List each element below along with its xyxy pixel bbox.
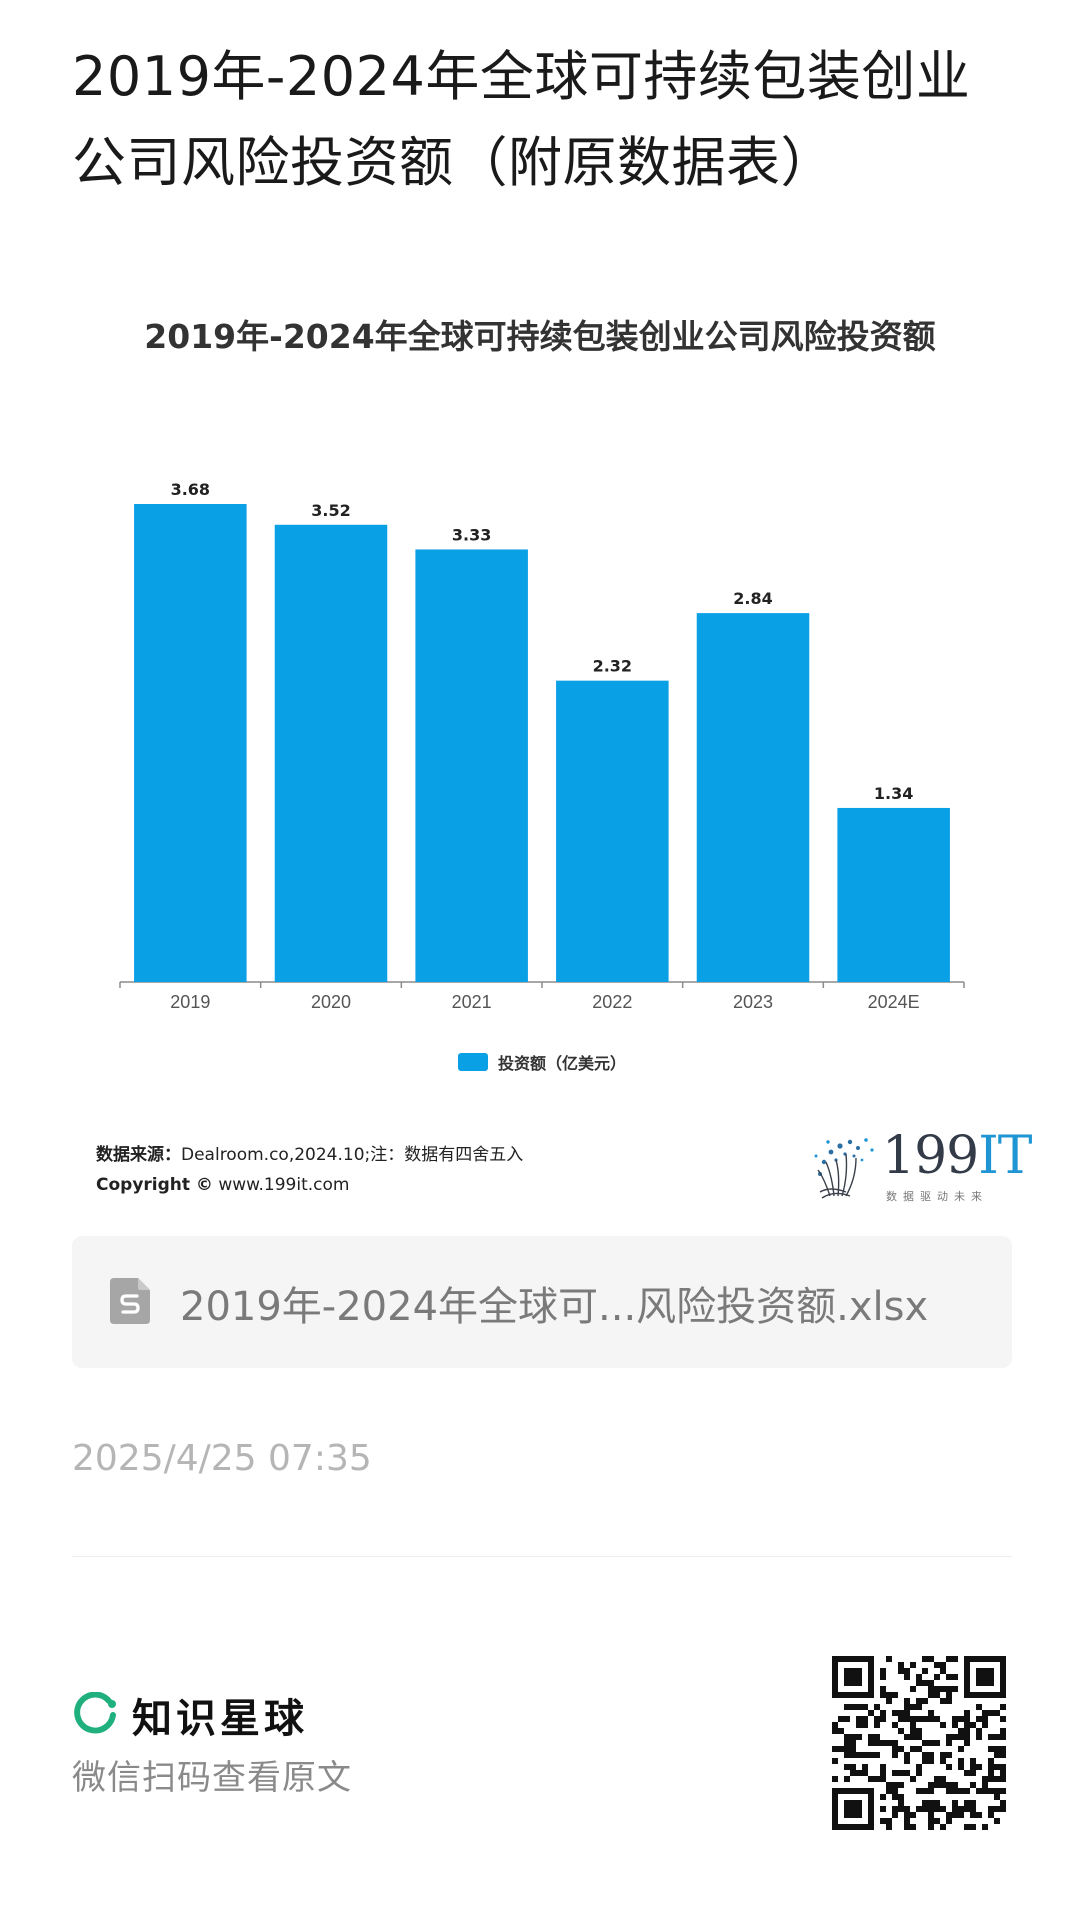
bar-2023: [696, 613, 810, 982]
x-tick-label-2022: 2022: [592, 992, 632, 1012]
legend-swatch: [458, 1053, 488, 1071]
planet-name: 知识星球: [132, 1696, 308, 1742]
legend-label: 投资额（亿美元）: [498, 1054, 627, 1073]
dandelion-icon: [814, 1138, 874, 1199]
x-tick-label-2019: 2019: [170, 992, 210, 1012]
x-tick-label-2020: 2020: [311, 992, 351, 1012]
qr-code-icon[interactable]: [832, 1656, 1006, 1830]
brand-name: 199IT: [882, 1126, 1033, 1186]
bar-2019: [134, 504, 247, 982]
divider: [72, 1556, 1012, 1557]
x-tick-label-2024E: 2024E: [868, 992, 920, 1012]
spreadsheet-file-icon: [110, 1278, 150, 1324]
bar-2024E: [837, 807, 950, 982]
brand-logo: 199IT 数据驱动未来: [810, 1126, 1033, 1206]
data-label-2023: 2.84: [733, 589, 772, 608]
post-title: 2019年-2024年全球可持续包装创业公司风险投资额（附原数据表）: [72, 45, 971, 194]
chart-title: 2019年-2024年全球可持续包装创业公司风险投资额: [144, 317, 936, 356]
scan-hint: 微信扫码查看原文: [72, 1758, 352, 1798]
brand-slogan: 数据驱动未来: [886, 1190, 988, 1203]
data-label-2024E: 1.34: [874, 784, 913, 803]
data-label-2019: 3.68: [171, 480, 210, 499]
source-key: 数据来源：: [96, 1145, 181, 1165]
source-block: 数据来源：Dealroom.co,2024.10;注：数据有四舍五入 Copyr…: [96, 1140, 523, 1200]
bar-2020: [274, 524, 388, 982]
chart-card: 2019年-2024年全球可持续包装创业公司风险投资额 3.68 2019 3.52…: [72, 280, 1033, 1230]
data-label-2021: 3.33: [452, 525, 491, 544]
data-label-2022: 2.32: [593, 657, 632, 676]
copyright-text: www.199it.com: [218, 1175, 350, 1195]
x-tick-label-2023: 2023: [733, 992, 773, 1012]
planet-ring-icon: [74, 1692, 116, 1734]
zsxq-logo: 知识星球: [72, 1686, 308, 1744]
source-text: Dealroom.co,2024.10;注：数据有四舍五入: [181, 1145, 524, 1165]
attachment-file[interactable]: 2019年-2024年全球可...风险投资额.xlsx: [72, 1236, 1012, 1368]
x-tick-label-2021: 2021: [452, 992, 492, 1012]
bar-chart: 3.68 2019 3.52 2020 3.33 2021 2.32 2022 2.84 2023…: [119, 480, 965, 1012]
chart-legend: 投资额（亿美元）: [458, 1050, 626, 1074]
brand-name-it: IT: [978, 1126, 1032, 1186]
data-label-2020: 3.52: [311, 501, 350, 520]
bar-2021: [415, 549, 528, 982]
bar-2022: [556, 680, 669, 982]
post-timestamp: 2025/4/25 07:35: [72, 1438, 372, 1479]
copyright-key: Copyright ©: [96, 1175, 213, 1195]
brand-name-number: 199: [882, 1126, 979, 1186]
attachment-file-name: 2019年-2024年全球可...风险投资额.xlsx: [180, 1284, 929, 1330]
